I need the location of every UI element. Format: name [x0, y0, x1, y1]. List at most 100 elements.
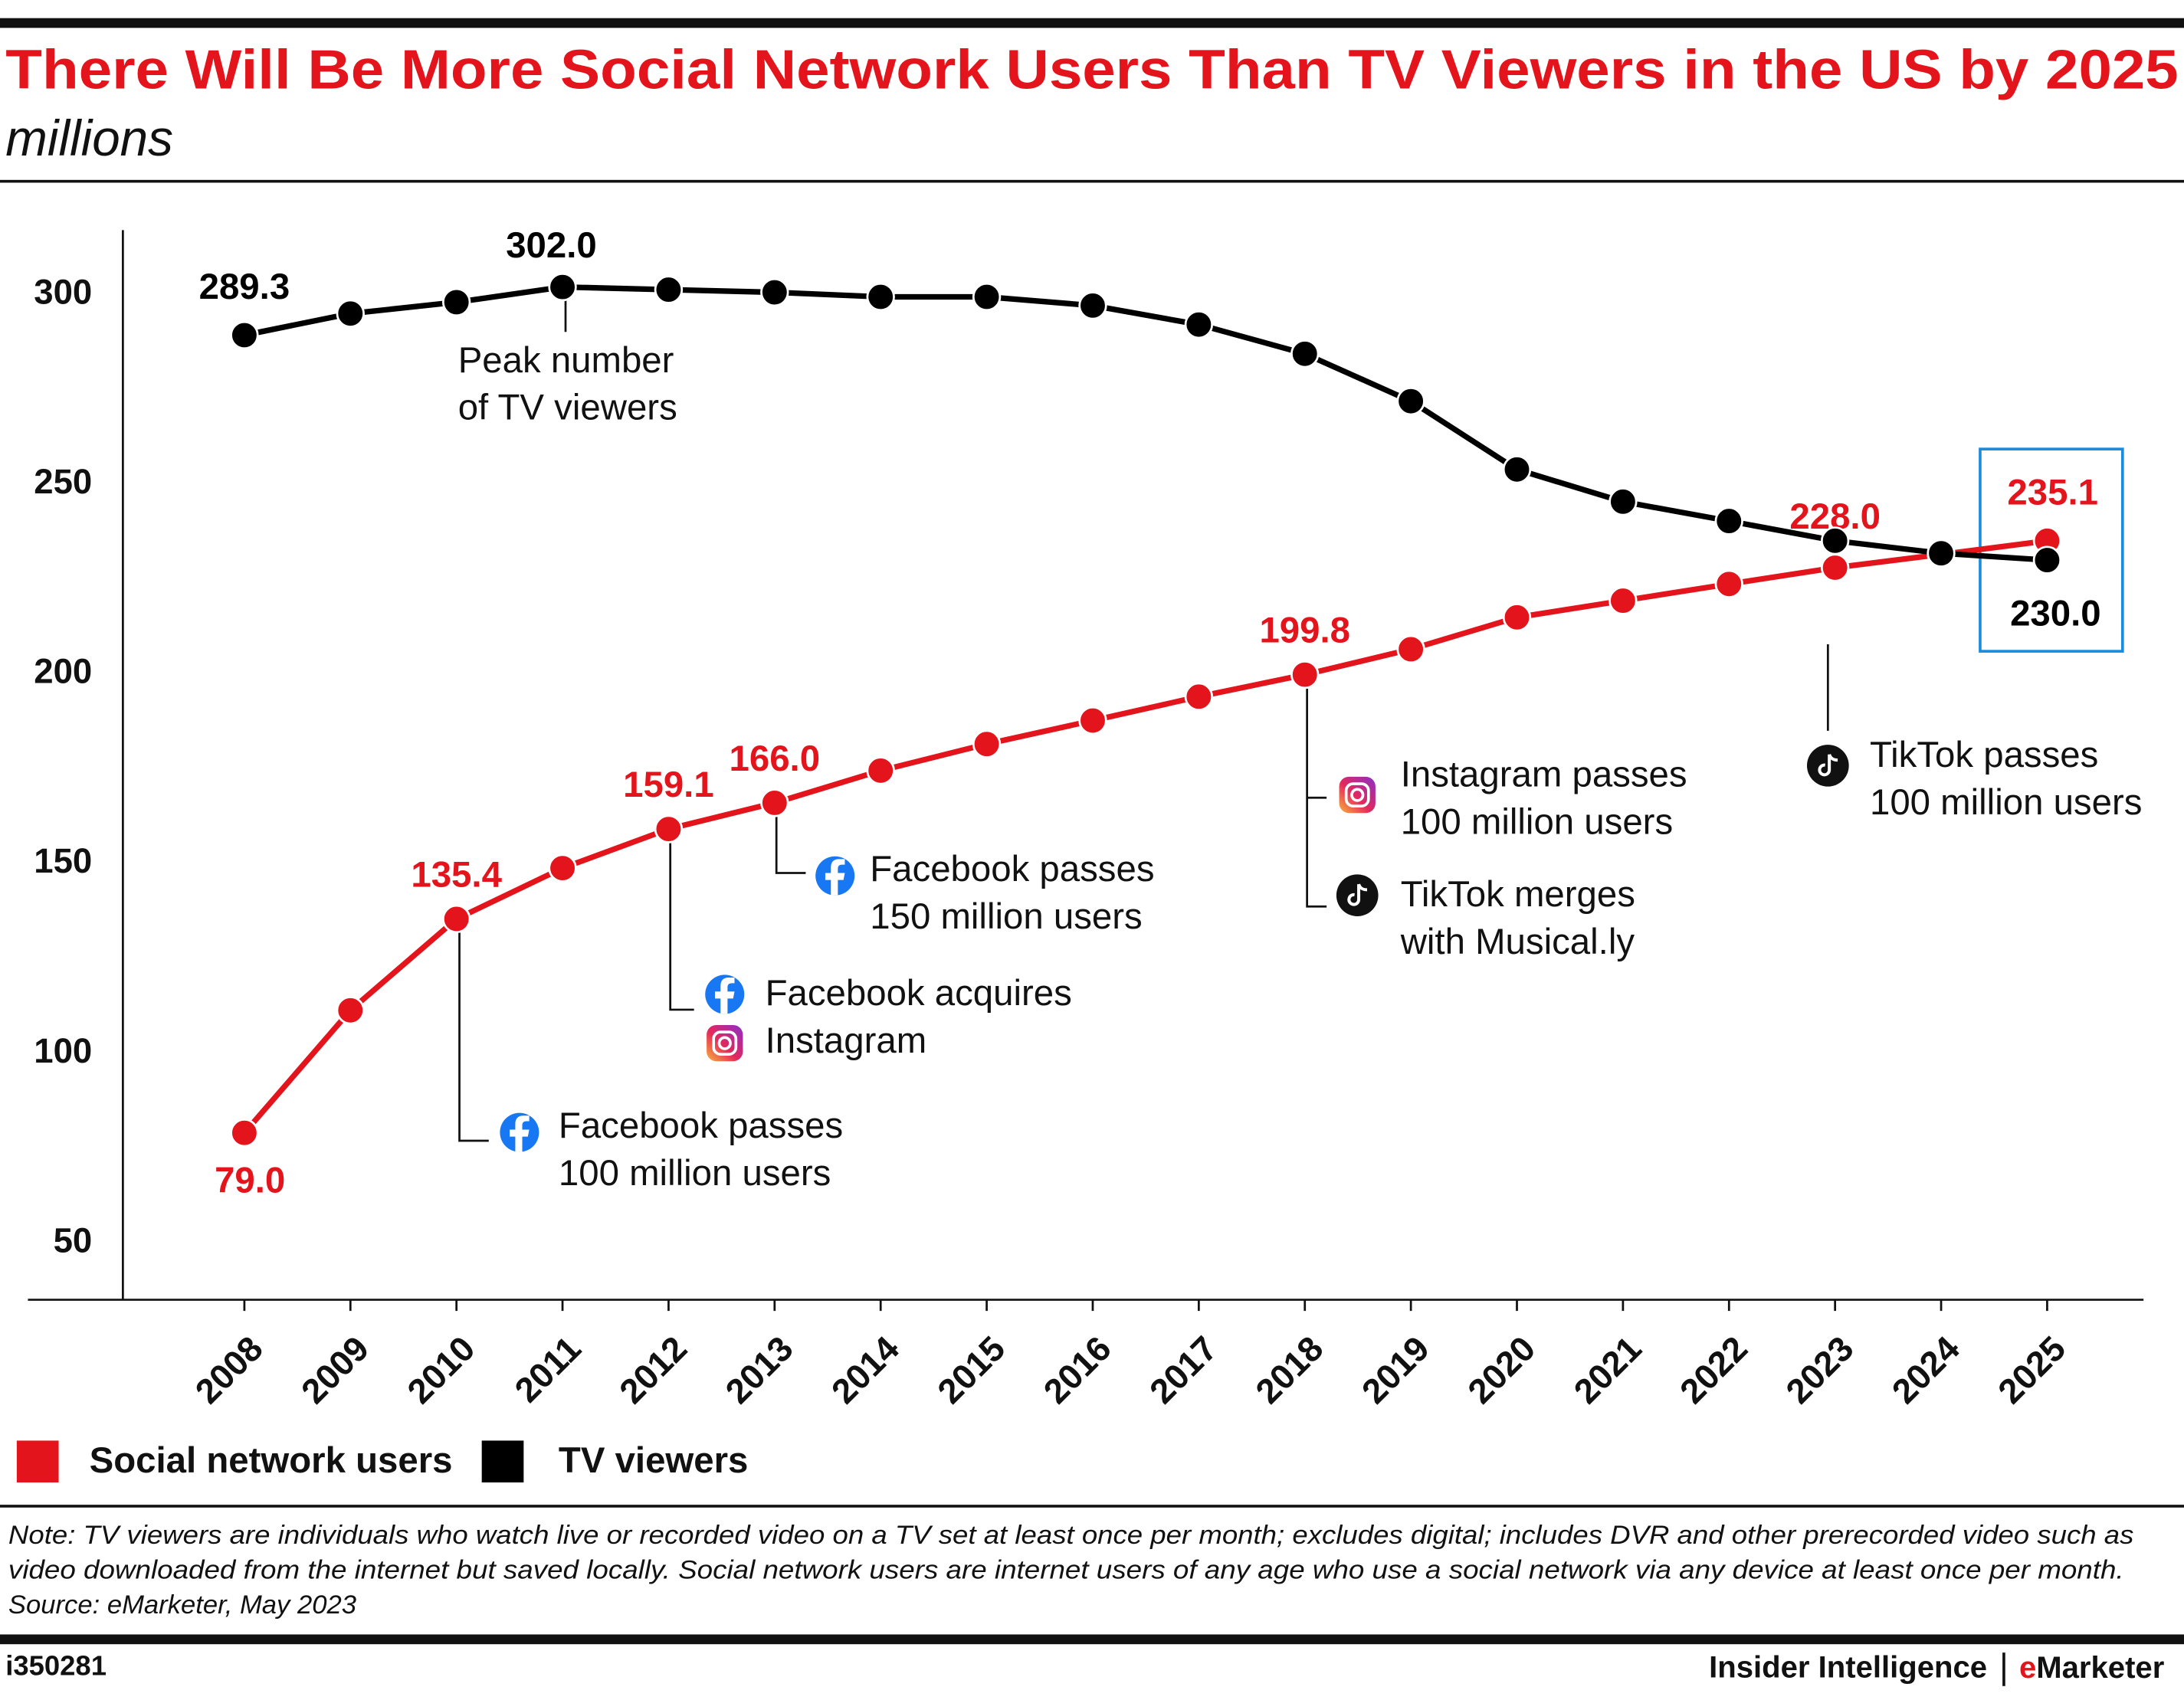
annotation-text: Instagram passes — [1401, 754, 1687, 794]
annotation-text: Instagram — [766, 1020, 927, 1061]
icon-facebook — [500, 1112, 539, 1152]
icon-shape — [712, 1030, 738, 1056]
data-point — [1290, 339, 1320, 368]
chart-title: There Will Be More Social Network Users … — [5, 39, 2178, 101]
legend-label: TV viewers — [559, 1440, 749, 1481]
icon-shape — [825, 859, 845, 896]
data-point — [1714, 569, 1743, 598]
data-point — [1184, 682, 1214, 711]
annotation-text: 100 million users — [559, 1153, 831, 1194]
x-tick-label: 2018 — [1248, 1328, 1331, 1411]
bottom-rule — [0, 1634, 2184, 1645]
data-point — [230, 1119, 259, 1148]
annotation-text: with Musical.ly — [1400, 922, 1635, 962]
data-point — [1078, 291, 1107, 320]
legend-swatch — [16, 1440, 59, 1483]
data-point — [1608, 586, 1638, 615]
icon-shape — [1350, 788, 1365, 802]
series-line — [244, 283, 2048, 563]
data-point — [654, 814, 684, 843]
x-tick-label: 2011 — [507, 1328, 589, 1410]
icon-instagram — [1339, 776, 1376, 814]
icon-shape — [1818, 754, 1838, 777]
data-point — [1502, 455, 1532, 484]
data-point — [441, 904, 471, 934]
icon-tiktok — [1336, 874, 1379, 916]
data-label: 199.8 — [1259, 611, 1350, 651]
icon-shape — [717, 1036, 732, 1050]
data-label: 79.0 — [215, 1161, 285, 1201]
annotation-text: of TV viewers — [458, 388, 677, 428]
icon-instagram — [707, 1024, 743, 1062]
y-tick-label: 100 — [34, 1031, 92, 1070]
brand-partner: eMarketer — [2019, 1651, 2164, 1685]
x-tick-label: 2019 — [1354, 1328, 1437, 1411]
data-point — [1820, 526, 1850, 555]
data-point — [1927, 539, 1956, 568]
y-tick-label: 50 — [54, 1220, 93, 1259]
x-tick-label: 2015 — [930, 1328, 1013, 1411]
annotation-text: TikTok merges — [1401, 874, 1635, 915]
annotation-text: TikTok passes — [1870, 735, 2098, 775]
x-tick-label: 2021 — [1566, 1328, 1649, 1411]
legend-label: Social network users — [90, 1440, 453, 1481]
data-point — [760, 277, 789, 307]
data-point — [1078, 706, 1107, 735]
legend-rule — [0, 1505, 2184, 1508]
annotation-leader — [458, 931, 489, 1142]
data-point — [336, 299, 365, 328]
x-tick-label: 2016 — [1036, 1328, 1119, 1411]
brand: Insider Intelligence — [1709, 1651, 1987, 1685]
x-tick-label: 2010 — [400, 1328, 483, 1411]
legend-swatch — [481, 1440, 524, 1483]
data-point — [1396, 634, 1425, 664]
top-rule — [0, 18, 2184, 28]
note: Note: TV viewers are individuals who wat… — [8, 1521, 2133, 1550]
y-tick-label: 150 — [34, 841, 92, 880]
icon-tiktok — [1806, 745, 1849, 787]
annotation-text: 100 million users — [1401, 801, 1673, 842]
chart-id: i350281 — [5, 1650, 107, 1682]
annotation-leader — [1306, 687, 1327, 908]
icon-shape — [1347, 883, 1368, 906]
y-tick-label: 250 — [34, 462, 92, 501]
data-point — [972, 282, 1002, 312]
annotation-leader — [669, 840, 694, 1011]
data-point — [760, 788, 789, 817]
icon-shape — [510, 1115, 530, 1152]
x-tick-label: 2023 — [1779, 1328, 1861, 1411]
data-point — [866, 756, 895, 785]
chart-subtitle: millions — [5, 110, 173, 166]
data-label: 135.4 — [411, 854, 502, 895]
data-point — [548, 272, 577, 302]
data-point — [441, 287, 471, 317]
x-tick-label: 2013 — [718, 1328, 801, 1411]
x-tick-label: 2012 — [612, 1328, 695, 1411]
data-point — [654, 275, 684, 304]
annotation-text: Peak number — [458, 340, 674, 381]
data-label: 159.1 — [623, 765, 714, 805]
data-point — [1714, 506, 1743, 536]
data-point — [1820, 553, 1850, 582]
annotation-text: 100 million users — [1870, 782, 2142, 823]
series-line — [242, 538, 2048, 1135]
data-label: 166.0 — [730, 739, 821, 779]
annotation-text: Facebook passes — [870, 849, 1154, 889]
annotation-text: Facebook acquires — [766, 973, 1072, 1014]
x-tick-label: 2014 — [824, 1328, 907, 1411]
subtitle-rule — [0, 179, 2184, 183]
data-label: 302.0 — [506, 225, 597, 266]
x-tick-label: 2008 — [188, 1328, 271, 1411]
x-tick-label: 2020 — [1461, 1328, 1543, 1411]
icon-facebook — [705, 974, 745, 1014]
icon-facebook — [815, 856, 855, 896]
x-tick-label: 2024 — [1884, 1328, 1967, 1411]
data-point — [972, 729, 1002, 758]
annotation-text: 150 million users — [870, 896, 1142, 937]
data-label: 289.3 — [199, 267, 290, 307]
source: Source: eMarketer, May 2023 — [8, 1590, 356, 1620]
data-point — [336, 996, 365, 1025]
data-point — [1290, 660, 1320, 689]
y-tick-label: 300 — [34, 273, 92, 312]
annotation-leader — [775, 814, 806, 874]
